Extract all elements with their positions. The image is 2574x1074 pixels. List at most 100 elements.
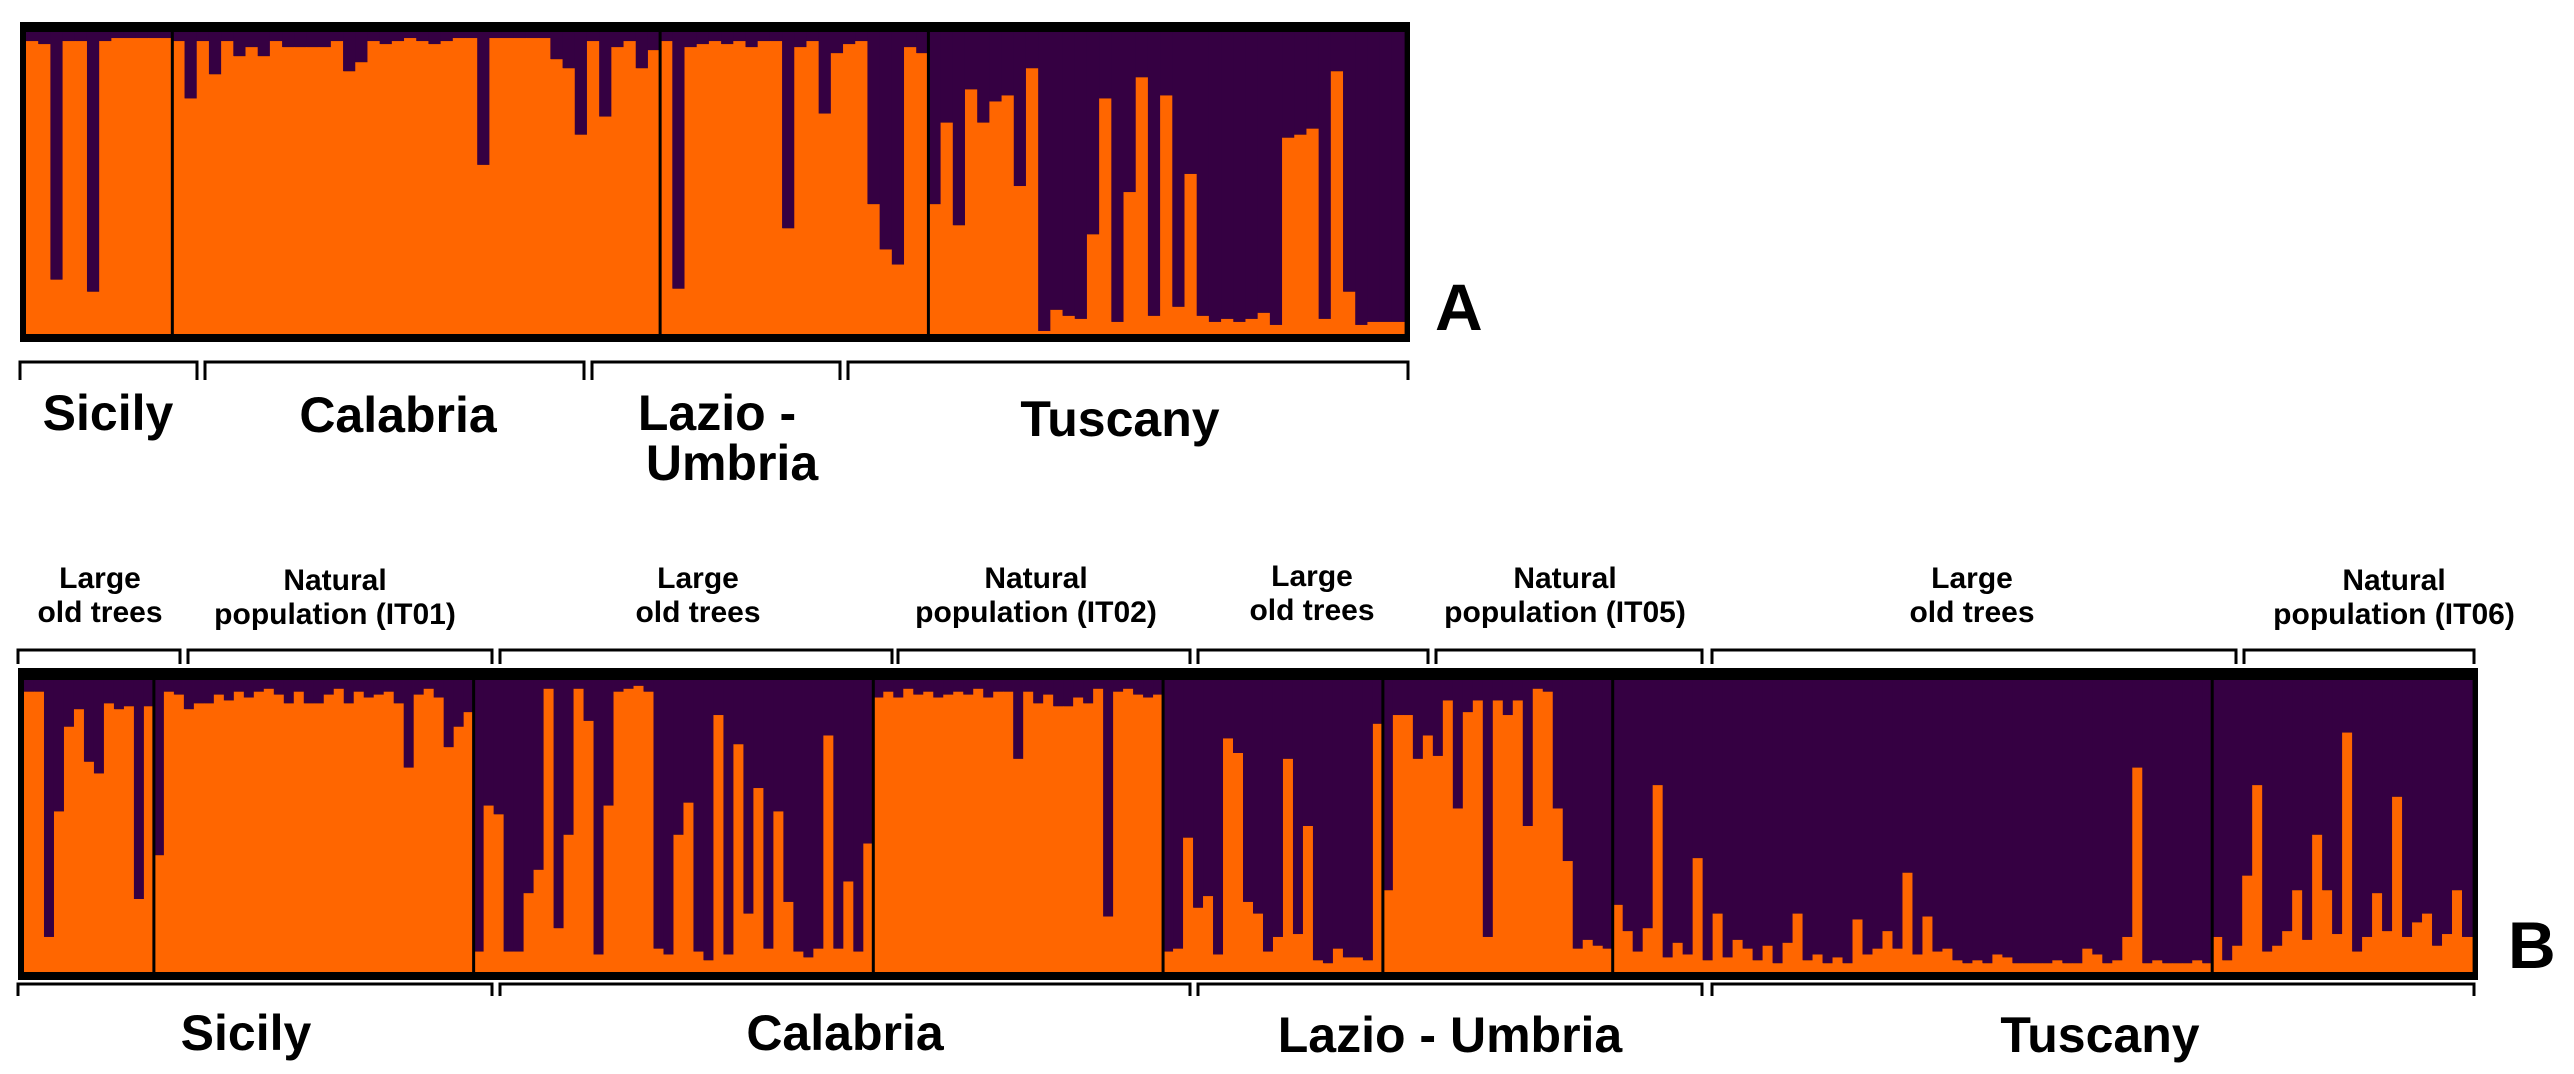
bar-b-g7-i5-cluster1	[2262, 951, 2273, 972]
bar-a-g3-i11-cluster1	[1062, 315, 1076, 334]
panel-b-top-brackets	[16, 648, 2476, 664]
bar-b-g7-i11-cluster1	[2322, 890, 2333, 972]
bar-a-g0-i6-cluster2	[99, 32, 112, 42]
bar-b-g1-i1-cluster2	[163, 680, 175, 692]
bar-a-g3-i22-cluster2	[1196, 32, 1210, 316]
bar-b-g1-i17-cluster2	[323, 680, 335, 695]
bar-b-g1-i11-cluster2	[263, 680, 275, 689]
bar-b-g6-i18-cluster1	[1792, 913, 1804, 972]
bar-b-g7-i0-cluster1	[2212, 936, 2223, 972]
bar-a-g2-i14-cluster2	[830, 32, 844, 54]
bar-b-g4-i18-cluster2	[1342, 680, 1354, 958]
bar-b-g2-i2-cluster1	[493, 814, 505, 972]
bar-b-g0-i0-cluster1	[24, 691, 35, 972]
bar-b-g2-i1-cluster2	[483, 680, 495, 806]
bar-a-g1-i17-cluster1	[379, 44, 393, 334]
bar-b-g2-i10-cluster2	[573, 680, 585, 689]
bar-b-g1-i5-cluster2	[203, 680, 215, 704]
bar-a-g1-i35-cluster1	[599, 116, 612, 334]
bar-a-g2-i9-cluster2	[769, 32, 783, 42]
bar-a-g3-i10-cluster1	[1050, 309, 1064, 334]
bar-a-g1-i7-cluster1	[257, 56, 271, 334]
bar-b-g6-i34-cluster1	[1952, 960, 1964, 972]
bar-a-g2-i20-cluster2	[904, 32, 917, 48]
bar-b-g1-i4-cluster2	[193, 680, 205, 704]
bar-b-g4-i3-cluster2	[1193, 680, 1204, 908]
bar-b-g5-i20-cluster2	[1582, 680, 1594, 940]
bar-a-g1-i8-cluster2	[269, 32, 283, 42]
bracket-b-top-tuscany-lot	[1710, 648, 2238, 664]
bar-a-g1-i36-cluster1	[611, 47, 625, 334]
bar-a-g3-i24-cluster1	[1221, 318, 1234, 334]
bar-b-g0-i5-cluster1	[73, 709, 85, 972]
bar-b-g5-i2-cluster2	[1402, 680, 1414, 716]
bar-b-g5-i15-cluster1	[1532, 688, 1544, 972]
bar-b-g3-i24-cluster2	[1113, 680, 1124, 692]
bar-b-g4-i2-cluster2	[1183, 680, 1194, 838]
bar-b-g3-i17-cluster2	[1043, 680, 1054, 695]
bar-b-g1-i20-cluster2	[353, 680, 365, 692]
bar-b-g6-i35-cluster1	[1962, 963, 1974, 972]
bar-b-g2-i31-cluster2	[783, 680, 794, 902]
bar-b-g6-i54-cluster1	[2152, 960, 2163, 972]
bar-b-g0-i4-cluster1	[63, 726, 75, 972]
bar-b-g0-i2-cluster2	[43, 680, 55, 937]
bar-b-g6-i23-cluster1	[1842, 963, 1854, 972]
bar-b-g0-i1-cluster2	[33, 680, 45, 692]
bar-b-g4-i11-cluster1	[1272, 936, 1284, 972]
bar-b-g2-i17-cluster1	[643, 691, 655, 972]
bar-b-g7-i20-cluster2	[2412, 680, 2423, 923]
bar-b-g6-i11-cluster1	[1722, 957, 1734, 972]
bar-b-g5-i17-cluster2	[1552, 680, 1564, 809]
bar-a-g1-i8-cluster1	[269, 41, 283, 335]
bar-b-g6-i15-cluster2	[1762, 680, 1774, 946]
bracket-a-tuscany	[846, 360, 1410, 380]
bar-b-g4-i9-cluster2	[1253, 680, 1264, 914]
bar-a-g2-i4-cluster2	[708, 32, 722, 42]
bar-b-g2-i14-cluster2	[613, 680, 625, 692]
bar-a-g2-i1-cluster2	[672, 32, 686, 289]
bar-b-g6-i4-cluster2	[1652, 680, 1664, 786]
bar-b-g5-i3-cluster2	[1412, 680, 1424, 759]
bar-b-g0-i4-cluster2	[63, 680, 75, 727]
bar-b-g7-i12-cluster2	[2332, 680, 2343, 935]
bar-b-g2-i25-cluster1	[723, 954, 735, 972]
bar-b-g2-i14-cluster1	[613, 691, 625, 972]
bar-b-g3-i3-cluster2	[903, 680, 914, 689]
bar-a-g3-i35-cluster1	[1355, 324, 1369, 334]
bar-b-g4-i8-cluster1	[1243, 901, 1254, 972]
bar-a-g2-i0-cluster1	[660, 41, 673, 335]
bar-a-g3-i31-cluster2	[1306, 32, 1320, 129]
bar-b-g7-i23-cluster1	[2442, 934, 2453, 972]
bar-a-g2-i8-cluster2	[757, 32, 771, 42]
bar-b-g1-i9-cluster2	[243, 680, 255, 698]
bar-a-g1-i22-cluster1	[440, 41, 454, 335]
bar-a-g0-i4-cluster2	[74, 32, 88, 42]
group-label-b-calabria-lot: Large old trees	[635, 562, 760, 629]
bar-a-g3-i25-cluster1	[1233, 321, 1247, 334]
bar-b-g3-i25-cluster1	[1123, 688, 1134, 972]
bar-b-g7-i18-cluster1	[2392, 796, 2403, 972]
bar-b-g2-i31-cluster1	[783, 901, 794, 972]
bar-b-g6-i29-cluster2	[1902, 680, 1914, 873]
bar-b-g1-i8-cluster2	[233, 680, 245, 692]
bar-a-g3-i3-cluster1	[964, 89, 978, 334]
bar-b-g5-i8-cluster1	[1462, 712, 1474, 972]
bar-a-g3-i36-cluster2	[1367, 32, 1381, 322]
bar-a-g1-i38-cluster2	[635, 32, 649, 69]
group-label-b-it06: Natural population (IT06)	[2273, 564, 2515, 631]
bar-b-g6-i15-cluster1	[1762, 945, 1774, 972]
bar-b-g1-i29-cluster2	[443, 680, 455, 748]
bar-b-g6-i27-cluster1	[1882, 931, 1894, 972]
bar-b-g3-i9-cluster2	[963, 680, 974, 695]
bar-b-g1-i15-cluster2	[303, 680, 315, 704]
bar-b-g6-i21-cluster2	[1822, 680, 1834, 964]
bar-b-g5-i6-cluster1	[1442, 700, 1454, 972]
bar-a-g1-i29-cluster1	[525, 38, 539, 334]
bar-b-g7-i12-cluster1	[2332, 934, 2343, 972]
bar-b-g2-i35-cluster1	[823, 735, 834, 972]
bar-b-g7-i17-cluster1	[2382, 931, 2393, 972]
bar-b-g6-i5-cluster1	[1662, 957, 1674, 972]
bar-b-g4-i10-cluster2	[1262, 680, 1274, 952]
bar-b-g2-i38-cluster2	[853, 680, 864, 952]
